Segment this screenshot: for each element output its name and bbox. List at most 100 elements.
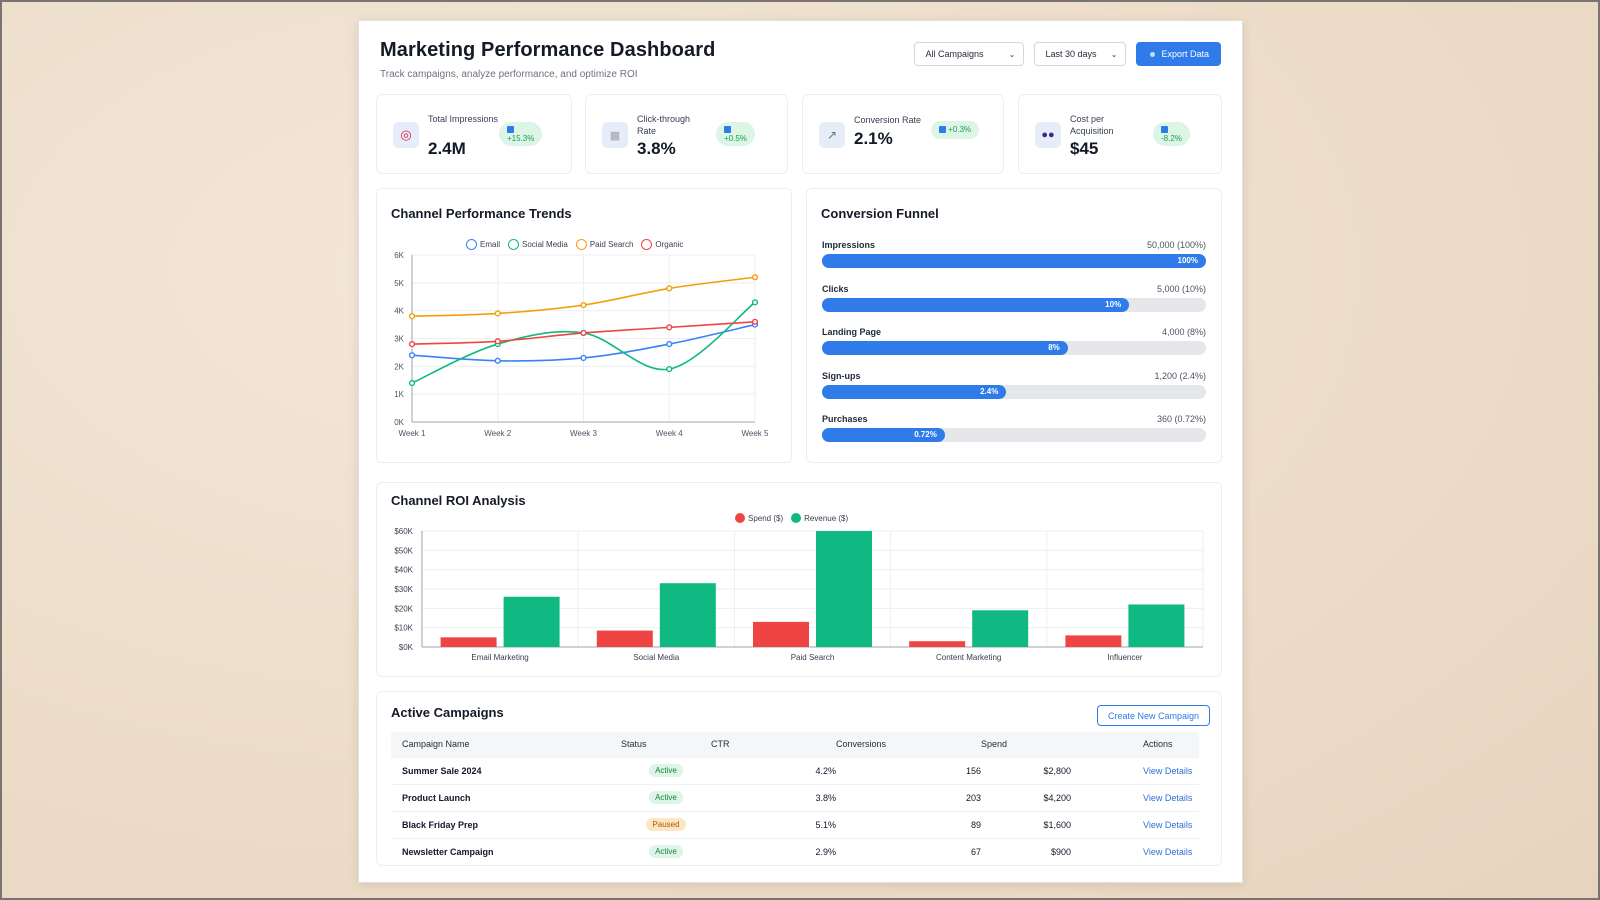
- column-header[interactable]: Conversions: [836, 732, 981, 757]
- data-point: [494, 338, 501, 345]
- funnel-stage: Impressions 50,000 (100%) 100%: [822, 240, 1206, 280]
- campaign-filter-value: All Campaigns: [925, 49, 984, 59]
- actions-cell: View Details: [1071, 756, 1199, 784]
- funnel-stage-label: Purchases: [822, 414, 868, 424]
- kpi-card-impressions: ◎ Total Impressions 2.4M +15.3%: [376, 94, 572, 174]
- funnel-stage-value: 1,200 (2.4%): [1154, 370, 1206, 381]
- data-point: [580, 354, 587, 362]
- funnel-progress-track: 100%: [822, 254, 1206, 268]
- view-details-link[interactable]: View Details: [1143, 765, 1193, 776]
- kpi-row: ◎ Total Impressions 2.4M +15.3% ▩ Click-…: [376, 94, 1222, 174]
- campaign-name: Summer Sale 2024: [391, 756, 621, 784]
- spend-cell: $900: [981, 837, 1071, 865]
- table-row: Product Launch Active 3.8% 203 $4,200 Vi…: [391, 783, 1199, 811]
- legend-swatch: [641, 239, 653, 250]
- data-point: [666, 366, 673, 373]
- trends-title: Channel Performance Trends: [391, 206, 572, 221]
- view-details-link[interactable]: View Details: [1143, 792, 1193, 803]
- date-range-select[interactable]: Last 30 days ⌄: [1034, 42, 1127, 66]
- data-point: [408, 340, 416, 348]
- kpi-change-badge: +15.3%: [499, 122, 543, 146]
- legend-item-revenue[interactable]: Revenue ($): [791, 513, 848, 523]
- spend-cell: $2,800: [981, 756, 1071, 784]
- conversions-cell: 67: [836, 837, 981, 865]
- status-badge: Active: [649, 845, 683, 859]
- y-tick-label: $50K: [394, 546, 413, 555]
- funnel-progress-fill: 2.4%: [822, 384, 1007, 399]
- funnel-progress-track: 10%: [822, 297, 1206, 312]
- kpi-card-ctr: ▩ Click-through Rate 3.8% +0.5%: [585, 94, 788, 174]
- x-tick-label: Week 3: [570, 429, 598, 438]
- kpi-label: Cost per Acquisition: [1070, 114, 1114, 136]
- x-tick-label: Week 2: [484, 429, 512, 438]
- data-point: [408, 352, 416, 359]
- x-tick-label: Content Marketing: [936, 653, 1001, 662]
- x-tick-label: Influencer: [1107, 653, 1142, 662]
- legend-item-organic[interactable]: Organic: [641, 239, 683, 250]
- page-subtitle: Track campaigns, analyze performance, an…: [380, 69, 638, 80]
- kpi-change-value: -8.2%: [1161, 134, 1182, 143]
- legend-swatch: [466, 239, 477, 250]
- column-header[interactable]: CTR: [711, 732, 836, 757]
- y-tick-label: $20K: [394, 604, 413, 613]
- kpi-change-badge: -8.2%: [1153, 122, 1190, 146]
- legend-swatch: [508, 239, 520, 250]
- legend-label: Spend ($): [748, 513, 784, 523]
- kpi-change-badge: +0.3%: [931, 121, 980, 139]
- conversions-cell: 89: [836, 810, 981, 838]
- kpi-change-badge: +0.5%: [716, 122, 755, 146]
- x-tick-label: Email Marketing: [471, 653, 528, 662]
- spend-cell: $1,600: [981, 810, 1071, 838]
- legend-label: Revenue ($): [804, 513, 849, 523]
- funnel-stage-label: Landing Page: [822, 327, 882, 337]
- bar: [440, 637, 497, 647]
- export-data-button[interactable]: Export Data: [1136, 42, 1221, 66]
- bar: [753, 621, 809, 647]
- view-details-link[interactable]: View Details: [1143, 846, 1193, 857]
- funnel-stage-label: Impressions: [822, 240, 876, 250]
- column-header[interactable]: Campaign Name: [391, 732, 621, 757]
- legend-label: Organic: [655, 240, 684, 249]
- data-point: [666, 340, 673, 348]
- column-header[interactable]: Actions: [1071, 732, 1199, 757]
- check-icon: [724, 126, 731, 134]
- legend-item-social[interactable]: Social Media: [508, 239, 568, 250]
- ctr-cell: 5.1%: [711, 810, 836, 838]
- ctr-cell: 3.8%: [711, 783, 836, 811]
- legend-item-paid-search[interactable]: Paid Search: [575, 239, 633, 250]
- bar: [596, 630, 653, 647]
- y-tick-label: $40K: [394, 566, 413, 575]
- bar: [909, 641, 966, 647]
- kpi-card-cpa: ●● Cost per Acquisition $45 -8.2%: [1018, 94, 1222, 174]
- create-campaign-button[interactable]: Create New Campaign: [1096, 705, 1210, 726]
- ctr-cell: 4.2%: [711, 756, 836, 784]
- campaign-name: Product Launch: [391, 783, 621, 811]
- y-tick-label: 0K: [394, 418, 404, 427]
- funnel-stage: Clicks 5,000 (10%) 10%: [822, 284, 1206, 324]
- column-header[interactable]: Spend: [981, 732, 1071, 757]
- legend-item-spend[interactable]: Spend ($): [735, 513, 783, 523]
- campaigns-card: Active Campaigns Create New Campaign Cam…: [376, 691, 1222, 866]
- chevron-down-icon: ⌄: [1008, 49, 1016, 59]
- column-header[interactable]: Status: [621, 732, 711, 757]
- bar: [816, 531, 872, 647]
- actions-cell: View Details: [1071, 837, 1199, 865]
- y-tick-label: 5K: [394, 279, 404, 288]
- legend-item-email[interactable]: Email: [466, 239, 500, 250]
- status-badge: Paused: [646, 818, 686, 831]
- view-details-link[interactable]: View Details: [1143, 819, 1193, 830]
- data-point: [494, 310, 501, 317]
- x-tick-label: Paid Search: [791, 653, 835, 662]
- page-title: Marketing Performance Dashboard: [380, 39, 716, 61]
- campaign-filter-select[interactable]: All Campaigns ⌄: [914, 42, 1025, 66]
- check-icon: [507, 126, 514, 134]
- bar: [659, 583, 716, 647]
- funnel-progress-fill: 8%: [822, 341, 1068, 355]
- kpi-value: 3.8%: [637, 139, 676, 158]
- target-icon: ◎: [393, 122, 419, 148]
- funnel-stage: Purchases 360 (0.72%) 0.72%: [822, 414, 1206, 454]
- status-cell: Paused: [621, 810, 711, 838]
- export-label: Export Data: [1161, 49, 1209, 59]
- funnel-progress-fill: 10%: [822, 297, 1130, 312]
